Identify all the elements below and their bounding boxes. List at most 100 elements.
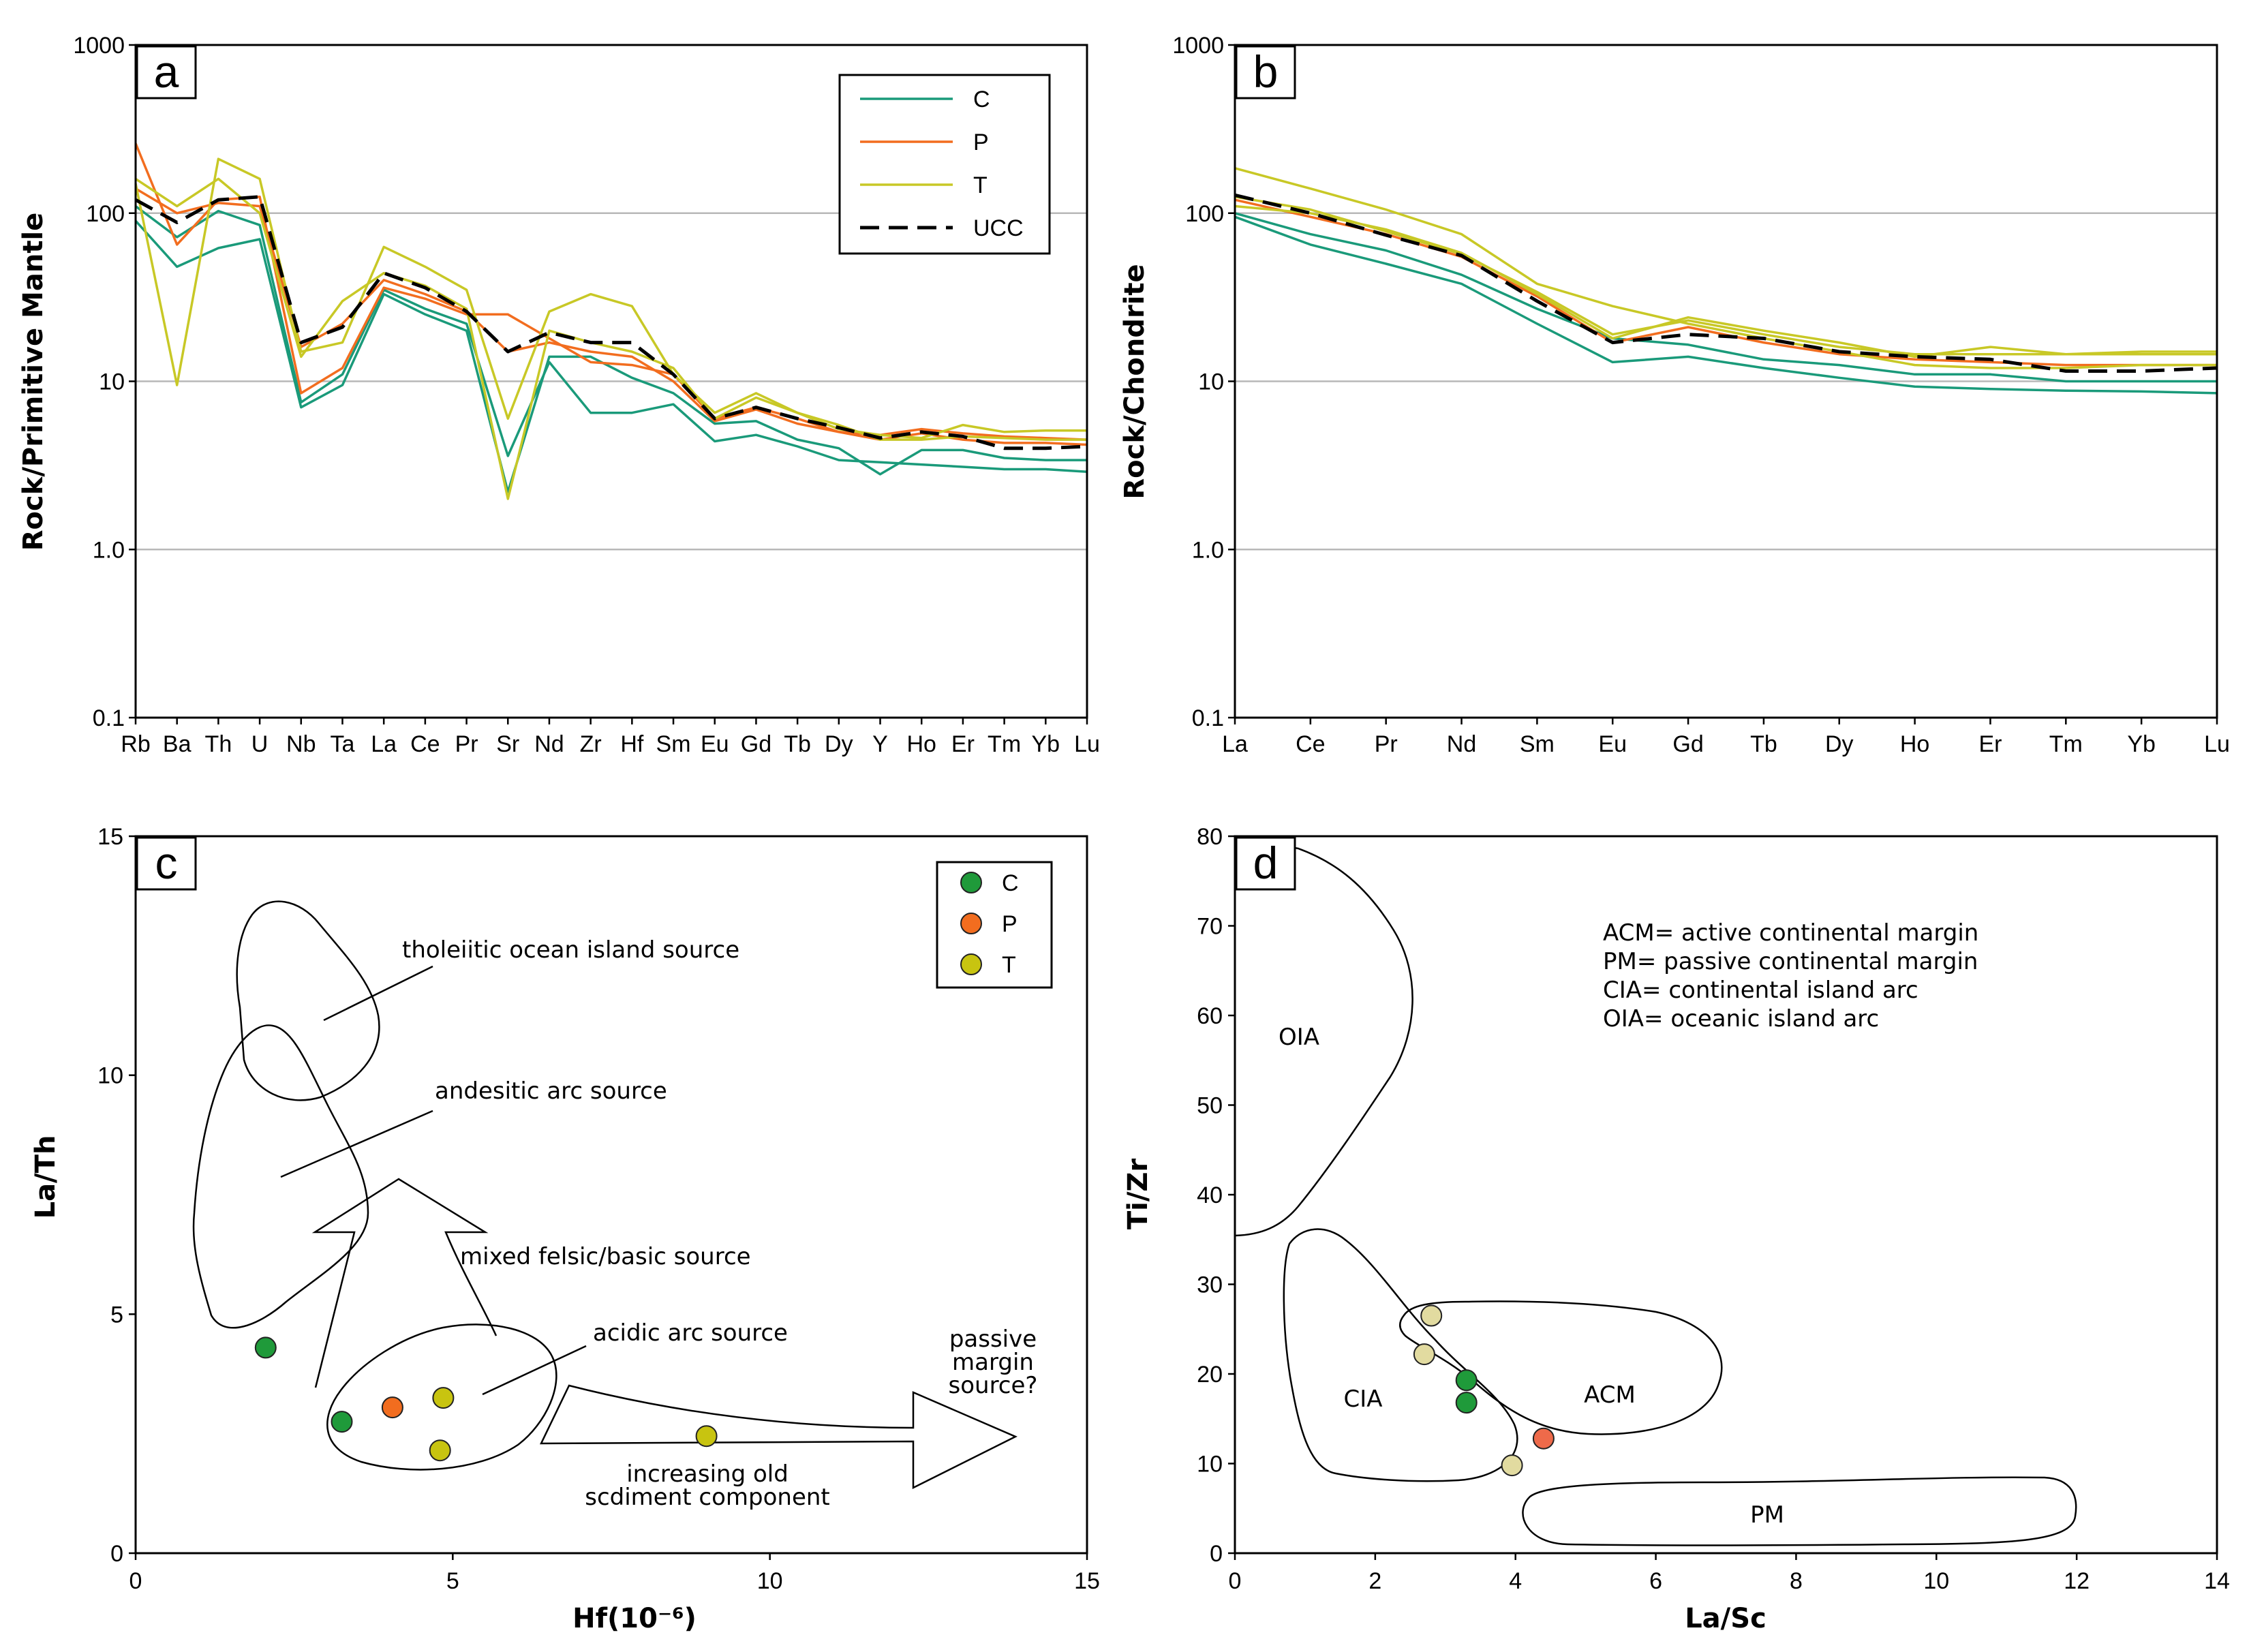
c-x-tick-label: 0 [129, 1568, 142, 1594]
d-point-p [1532, 1427, 1555, 1450]
panel-d-ti-zr-vs-la-sc-chart: 0 10 20 30 40 50 60 70 80 0 2 4 6 8 10 12 14 Ti/Zr La/S… [1122, 824, 2230, 1634]
acm-label: ACM [1584, 1381, 1636, 1409]
d-y-tick-label: 70 [1197, 914, 1223, 940]
increasing-label-line1: increasing old [626, 1460, 789, 1488]
a-x-tick-label: Eu [701, 731, 729, 757]
b-x-tick-label: Lu [2204, 731, 2230, 757]
acidic-label: acidic arc source [593, 1319, 788, 1347]
d-point-t [1420, 1304, 1443, 1327]
d-x-tick-label: 4 [1509, 1568, 1522, 1594]
passive-label-line3: source? [949, 1372, 1038, 1399]
a-x-tick-label: Rb [121, 731, 150, 757]
c-x-tick-label: 10 [757, 1568, 783, 1594]
a-series-t-line [135, 177, 1087, 500]
a-y-tick-label: 1.0 [93, 537, 125, 563]
note-acm: ACM= active continental margin [1603, 919, 1978, 947]
a-x-tick-label: Zr [580, 731, 602, 757]
b-x-tick-label: Ho [1900, 731, 1929, 757]
b-x-tick-label: Nd [1447, 731, 1476, 757]
tholeiitic-leader [323, 965, 433, 1022]
legend-p-label: P [973, 129, 989, 155]
panel-a-y-tick-labels: 0.1 1.0 10 100 1000 [73, 33, 125, 731]
a-series-c-line [134, 219, 1087, 493]
panel-a-letter: a [154, 46, 179, 97]
b-x-tick-label: Tb [1750, 731, 1777, 757]
a-series-p-line [134, 142, 1088, 441]
d-x-tick-label: 0 [1229, 1568, 1242, 1594]
d-point-c [1455, 1369, 1478, 1392]
b-series-t-line [1234, 167, 2217, 369]
d-x-tick-label: 8 [1790, 1568, 1803, 1594]
d-y-tick-label: 0 [1210, 1541, 1223, 1567]
a-y-tick-label: 10 [99, 369, 125, 395]
a-x-tick-label: Hf [620, 731, 644, 757]
oia-field-outline [1234, 844, 1413, 1237]
panel-c-x-axis-label: Hf(10⁻⁶) [572, 1603, 697, 1634]
a-x-tick-label: Yb [1032, 731, 1060, 757]
oia-label: OIA [1279, 1024, 1319, 1051]
b-x-tick-label: Er [1978, 731, 2002, 757]
c-y-tick-label: 0 [110, 1541, 123, 1567]
panel-b-letter: b [1253, 46, 1279, 97]
d-y-tick-label: 80 [1197, 824, 1223, 850]
d-y-tick-label: 10 [1197, 1452, 1223, 1478]
d-x-tick-label: 6 [1649, 1568, 1662, 1594]
note-pm: PM= passive continental margin [1603, 948, 1978, 975]
b-series-ucc-line [1234, 193, 2218, 373]
panel-c-y-tick-labels: 0 5 10 15 [97, 824, 136, 1567]
d-point-t [1413, 1343, 1435, 1366]
d-x-tick-label: 14 [2204, 1568, 2230, 1594]
tholeiitic-field-outline [236, 900, 380, 1101]
panel-b-x-tick-labels: La Ce Pr Nd Sm Eu Gd Tb Dy Ho Er Tm Yb Lu [1222, 731, 2230, 757]
panel-c-x-tick-labels: 0 5 10 15 [129, 1553, 1100, 1594]
b-x-tick-label: Sm [1520, 731, 1555, 757]
b-series-p-line [1234, 198, 2217, 367]
panel-b-gridlines [1228, 44, 2218, 724]
acidic-leader [482, 1345, 587, 1396]
a-series-ucc-line [134, 195, 1088, 450]
andesitic-leader [280, 1110, 433, 1178]
b-series-c-line [1234, 212, 2217, 383]
tholeiitic-label: tholeiitic ocean island source [402, 936, 739, 964]
a-y-tick-label: 1000 [73, 33, 125, 59]
panel-d-tectonic-fields [1234, 844, 2077, 1546]
mixed-source-arrow [311, 1178, 498, 1388]
d-x-tick-label: 10 [1923, 1568, 1949, 1594]
b-x-tick-label: Tm [2049, 731, 2083, 757]
b-x-tick-label: Ce [1296, 731, 1325, 757]
note-oia: OIA= oceanic island arc [1603, 1005, 1879, 1032]
b-x-tick-label: Dy [1825, 731, 1854, 757]
panel-c-la-th-vs-hf-chart: 0 5 10 15 0 5 10 15 La/Th Hf(10⁻⁶) c CPT thole… [30, 824, 1100, 1634]
sediment-component-arrow [540, 1384, 1018, 1490]
b-y-tick-label: 100 [1185, 201, 1224, 227]
b-y-tick-label: 1.0 [1192, 537, 1224, 563]
panel-a-y-axis-label: Rock/Primitive Mantle [18, 213, 49, 551]
c-y-tick-label: 5 [110, 1302, 123, 1328]
c-x-tick-label: 5 [446, 1568, 459, 1594]
panel-b-series-lines [1234, 167, 2218, 395]
panel-b-letter-box [1235, 45, 1296, 100]
a-x-tick-label: Nb [286, 731, 316, 757]
a-x-tick-label: Dy [825, 731, 853, 757]
d-y-tick-label: 50 [1197, 1093, 1223, 1119]
panel-b-rock-chondrite-chart: 0.1 1.0 10 100 1000 La Ce Pr Nd Sm Eu Gd Tb Dy Ho Er Tm… [1119, 33, 2230, 757]
a-x-tick-label: Sr [496, 731, 519, 757]
a-x-tick-label: Ta [331, 731, 355, 757]
panel-d-notes: ACM= active continental margin PM= passi… [1603, 919, 1978, 1032]
acm-field-outline [1399, 1300, 1723, 1435]
increasing-label-line2: scdiment component [585, 1484, 830, 1511]
d-y-tick-label: 40 [1197, 1182, 1223, 1208]
pm-label: PM [1750, 1501, 1784, 1529]
a-x-tick-label: Ce [410, 731, 440, 757]
panel-b-plot-frame [1234, 44, 2218, 719]
legend-c-p-marker [960, 913, 982, 934]
a-x-tick-label: Ho [906, 731, 936, 757]
pm-field-outline [1522, 1476, 2077, 1546]
panel-d-x-tick-labels: 0 2 4 6 8 10 12 14 [1229, 1553, 2230, 1594]
a-x-tick-label: Pr [455, 731, 478, 757]
b-series-t-line [1234, 196, 2217, 356]
legend-c-label: C [973, 87, 990, 112]
panel-d-field-labels: OIA CIA ACM PM [1279, 1024, 1784, 1529]
a-x-tick-label: Tb [784, 731, 811, 757]
b-y-tick-label: 0.1 [1192, 705, 1224, 731]
